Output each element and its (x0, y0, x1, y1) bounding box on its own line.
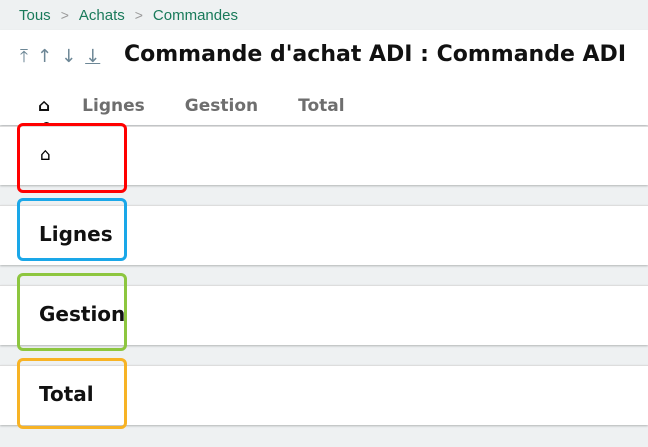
breadcrumb-achats[interactable]: Achats (78, 6, 125, 24)
section-tabs: ⌂ Lignes Gestion Total (38, 96, 385, 116)
last-record-icon[interactable]: ↓ (85, 46, 101, 67)
highlight-total (17, 358, 127, 429)
page-title: Commande d'achat ADI : Commande ADI (124, 42, 627, 67)
chevron-right-icon: > (60, 7, 69, 23)
home-icon: ⌂ (40, 145, 51, 165)
highlight-lignes (17, 198, 127, 261)
tab-gestion[interactable]: Gestion (184, 96, 259, 116)
section-home: ⌂ (0, 126, 648, 185)
next-record-icon[interactable]: ↓ (61, 46, 77, 67)
previous-record-icon[interactable]: ↑ (36, 46, 53, 67)
tab-lignes[interactable]: Lignes (82, 96, 145, 116)
highlight-home (17, 123, 127, 193)
page-header: ⤒ ↑ ↓ ↓ Commande d'achat ADI : Commande … (0, 30, 648, 125)
breadcrumb: Tous > Achats > Commandes (0, 0, 648, 30)
section-lignes: Lignes (0, 205, 648, 265)
breadcrumb-commandes[interactable]: Commandes (152, 6, 238, 24)
breadcrumb-tous[interactable]: Tous (19, 6, 51, 24)
chevron-right-icon: > (134, 7, 143, 23)
tab-home-icon[interactable]: ⌂ (38, 96, 51, 116)
tab-total[interactable]: Total (298, 96, 345, 116)
highlight-gestion (17, 273, 127, 351)
section-title-total: Total (39, 382, 94, 406)
section-gestion: Gestion (0, 285, 648, 345)
first-record-icon[interactable]: ⤒ (20, 46, 28, 67)
section-total: Total (0, 365, 648, 425)
section-title-gestion: Gestion (39, 302, 126, 326)
section-title-lignes: Lignes (39, 222, 113, 246)
